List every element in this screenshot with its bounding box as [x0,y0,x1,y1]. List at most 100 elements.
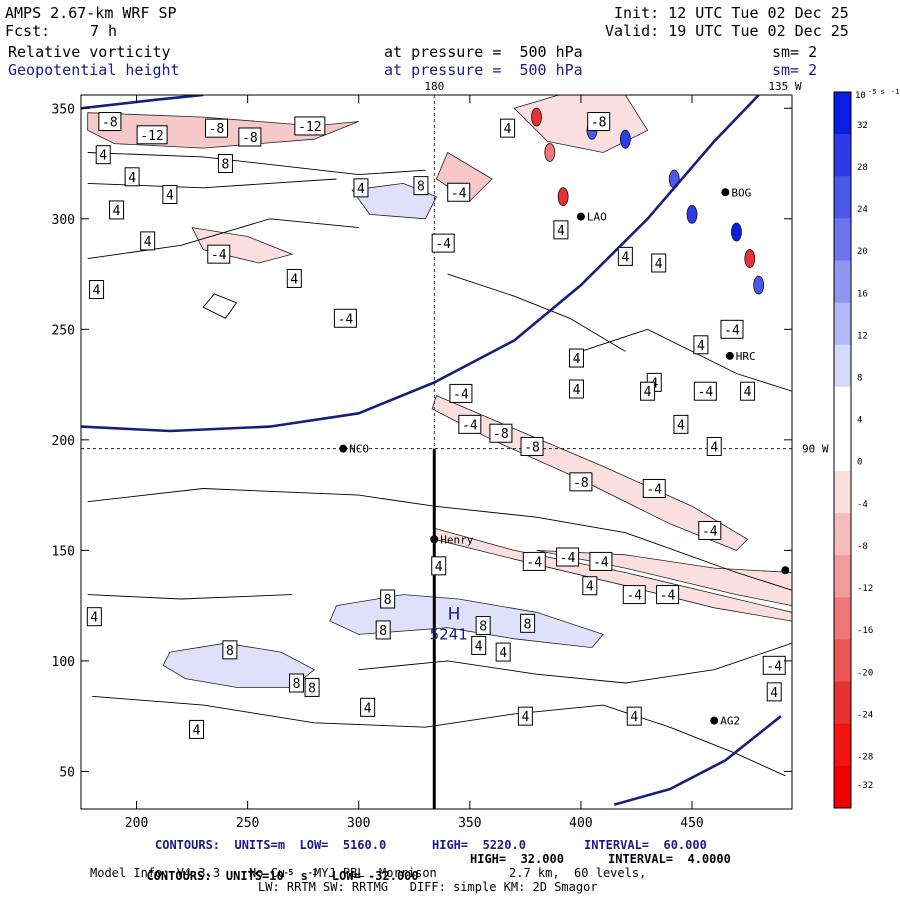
footer-model-info: Model Info: V4.3.3 No Cu MYJ PBL Morriso… [90,866,647,880]
x-tick-label: 200 [125,816,148,831]
colorbar-units-exp: -5 s [868,88,885,96]
colorbar-label: 32 [857,121,868,131]
smoothing-2: sm= 2 [772,61,818,79]
contour-label: 4 [697,339,705,354]
contour-label: 8 [222,158,230,173]
contour-label: -4 [451,186,467,201]
contour-label: -8 [524,440,540,455]
contour-label-box [375,620,391,640]
field-vorticity: Relative vorticity [8,43,171,61]
colorbar-frame [833,91,852,809]
contour-label-box [617,246,633,266]
footer-height-high: HIGH= 5220.0 [432,838,526,852]
contour-label-box [587,112,611,132]
contour-label: 4 [166,188,174,203]
contour-label-box [495,642,511,662]
vort-core-6 [686,204,698,224]
footer-vort-interval: INTERVAL= 4.0000 [608,852,731,866]
colorbar-segment [834,471,851,514]
contour-label-box [162,184,178,204]
contour-label-box [86,607,102,627]
contour-label: 4 [744,385,752,400]
colorbar-segment [834,681,851,725]
vort-contour-7 [580,328,792,392]
x-tick-label: 400 [569,816,592,831]
colorbar-label: -8 [857,542,868,552]
contour-label: -4 [724,323,740,338]
contour-label-box [693,335,709,355]
contour-label-box [489,423,513,443]
colorbar-label: 0 [857,458,862,468]
vort-contour-4 [87,594,293,600]
contour-label-box [380,589,396,609]
colorbar-segment [834,597,851,641]
contour-label: -4 [435,237,451,252]
vort-contour-2 [87,218,359,260]
contour-label: -12 [298,120,321,135]
contour-label: 4 [770,686,778,701]
y-tick-label: 250 [52,323,75,338]
contour-label: 4 [521,710,529,725]
y-tick-label: 200 [52,434,75,449]
vort-core-4 [619,129,631,149]
contour-label: 8 [479,620,487,635]
smoothing-1: sm= 2 [772,43,818,61]
contour-label-box [140,231,156,251]
y-tick-label: 300 [52,213,75,228]
contour-label-box [517,706,533,726]
colorbar-segment [834,344,851,388]
colorbar-segment [834,302,851,346]
station-marker [721,188,730,197]
colorbar-label: 28 [857,163,868,173]
contour-label: 4 [586,580,594,595]
contour-label: -4 [462,418,478,433]
contour-label-box [304,677,320,697]
footer-vort-low: LOW= -32.000 [317,869,419,883]
footer-vort-high: HIGH= 32.000 [470,852,564,866]
contour-label-box [109,200,125,220]
contour-label: -8 [573,476,589,491]
colorbar-label: -4 [857,500,868,510]
contour-label: 8 [384,593,392,608]
colorbar-segment [834,723,851,767]
contour-label: 4 [475,639,483,654]
footer-height-interval: INTERVAL= 60.000 [584,838,707,852]
vort-shade-2 [433,527,792,622]
station-label: AG2 [720,715,740,728]
contour-label-box [582,576,598,596]
contour-label-box [656,585,680,605]
contour-label: -8 [591,116,607,131]
contour-label-box [136,125,168,145]
colorbar-segment [834,176,851,219]
contour-label: 8 [524,617,532,632]
contour-label-box [458,414,482,434]
vort-core-1 [544,143,556,162]
colorbar-label: -12 [857,584,873,594]
contour-label: 4 [128,171,136,186]
contour-label-box [762,655,786,675]
colorbar-label: 16 [857,289,868,299]
contour-label: -4 [766,659,782,674]
station-marker [430,535,439,544]
contour-label: -8 [242,131,258,146]
contour-label-box [238,127,262,147]
contour-label-box [500,118,516,138]
contour-label-box [522,551,546,571]
contour-label: 4 [630,710,638,725]
contour-label: -8 [102,116,118,131]
footer-vort-units: CONTOURS: UNITS=10-5 s-1 LOW= -32.000 [132,852,419,883]
contour-label: 4 [90,611,98,626]
colorbar-label: 24 [857,205,868,215]
footer-units-s: s [293,869,308,883]
contour-label: 8 [308,681,316,696]
y-tick-label: 350 [52,102,75,117]
contour-label: 4 [677,418,685,433]
contour-label-box [651,253,667,273]
contour-label: -8 [209,122,225,137]
contour-label-box [589,551,613,571]
vort-contour-6 [358,642,792,684]
vort-core-9 [753,275,765,295]
contour-label: 4 [435,560,443,575]
contour-label: 4 [290,272,298,287]
x-tick-label: 450 [680,816,703,831]
